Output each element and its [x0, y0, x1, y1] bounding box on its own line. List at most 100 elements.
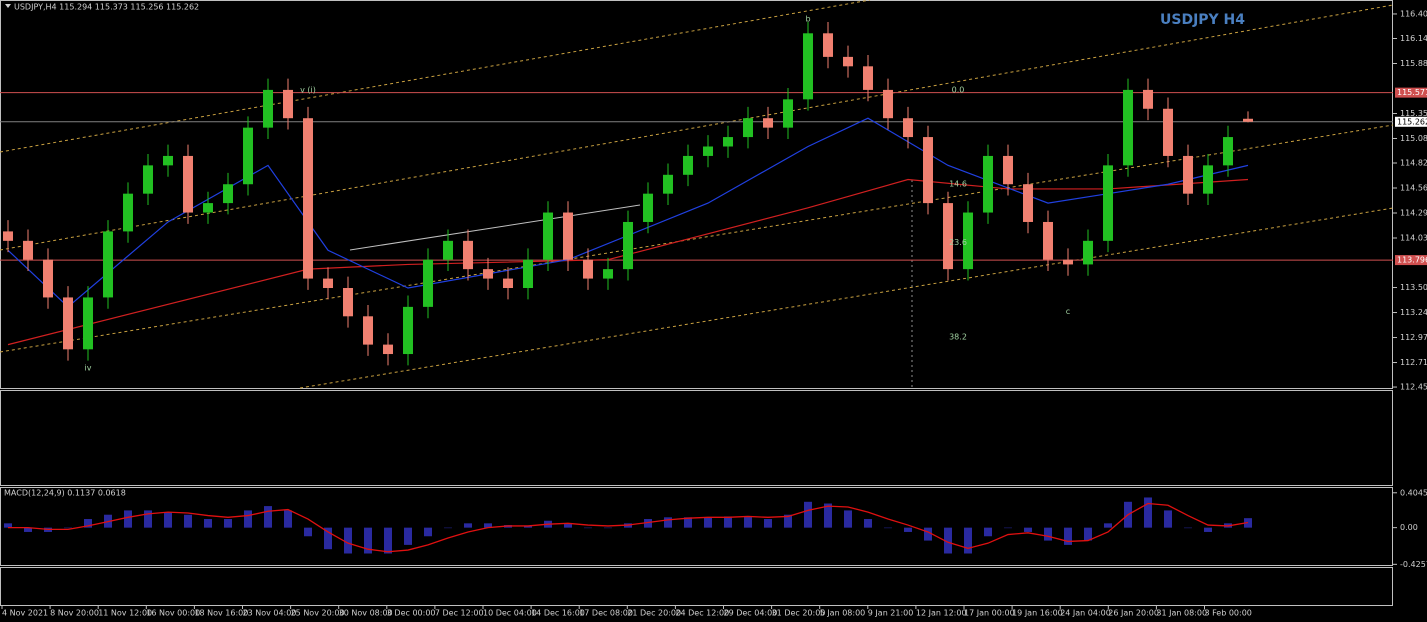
- macd-bar: [844, 510, 852, 528]
- menu-arrow[interactable]: [5, 4, 11, 8]
- candle-body: [103, 231, 113, 298]
- candle-body: [163, 155, 173, 166]
- macd-bar: [704, 517, 712, 528]
- candle-body: [223, 184, 233, 204]
- x-tick-label: 31 Jan 08:00: [1156, 609, 1207, 618]
- macd-bar: [1184, 527, 1192, 529]
- candle-body: [623, 221, 633, 270]
- level-label: 113.796: [1397, 256, 1427, 265]
- x-tick-label: 17 Jan 00:00: [964, 609, 1015, 618]
- macd-bar: [324, 527, 332, 550]
- macd-bar: [744, 516, 752, 528]
- macd-tick-label: 0.4045: [1400, 488, 1427, 497]
- x-tick-label: 24 Jan 04:00: [1060, 609, 1111, 618]
- macd-bar: [64, 527, 72, 529]
- y-tick-label: 113.240: [1400, 308, 1427, 317]
- candle-body: [843, 56, 853, 67]
- annotation: b: [805, 15, 810, 24]
- candle-body: [1163, 108, 1173, 156]
- macd-tick-label: 0.00: [1400, 523, 1418, 532]
- macd-tick-label: -0.4257: [1400, 560, 1427, 569]
- x-tick-label: 29 Dec 04:00: [724, 609, 778, 618]
- candle-body: [63, 297, 73, 350]
- x-tick-label: 10 Dec 04:00: [483, 609, 537, 618]
- macd-bar: [664, 517, 672, 528]
- candle-body: [463, 240, 473, 270]
- candle-body: [903, 118, 913, 138]
- candle-body: [883, 89, 893, 119]
- candle-body: [1023, 184, 1033, 222]
- macd-bar: [484, 523, 492, 528]
- x-tick-label: 17 Dec 08:00: [579, 609, 633, 618]
- chart-title: USDJPY H4: [1160, 12, 1245, 28]
- macd-bar: [1064, 527, 1072, 545]
- y-tick-label: 113.505: [1400, 283, 1427, 292]
- header: USDJPY,H4 115.294 115.373 115.256 115.26…: [14, 3, 199, 12]
- candle-body: [283, 89, 293, 119]
- candle-body: [1103, 165, 1113, 241]
- macd-bar: [524, 525, 532, 528]
- candle-body: [543, 212, 553, 260]
- macd-bar: [1104, 523, 1112, 528]
- moving-average: [7, 117, 1249, 308]
- macd-bar: [824, 503, 832, 528]
- candle-body: [263, 89, 273, 128]
- candle-body: [323, 278, 333, 289]
- annotation: 23.6: [949, 238, 967, 247]
- macd-bar: [964, 527, 972, 554]
- x-tick-label: 30 Nov 08:00: [339, 609, 393, 618]
- level-box: [1395, 116, 1427, 127]
- macd-bar: [184, 514, 192, 528]
- x-tick-label: 16 Nov 00:00: [146, 609, 200, 618]
- y-tick-label: 114.825: [1400, 159, 1427, 168]
- macd-bar: [404, 527, 412, 545]
- candle-body: [23, 240, 33, 260]
- candle-body: [683, 155, 693, 175]
- candle-body: [583, 259, 593, 279]
- x-tick-label: 3 Feb 00:00: [1205, 609, 1252, 618]
- x-tick-label: 4 Nov 2021: [2, 609, 48, 618]
- candle-body: [203, 203, 213, 213]
- candle-body: [3, 231, 13, 241]
- trend-line: [349, 204, 641, 251]
- candle-body: [1123, 89, 1133, 166]
- macd-bar: [904, 527, 912, 532]
- candle-body: [1243, 118, 1253, 122]
- macd-bar: [924, 527, 932, 541]
- x-tick-label: 25 Nov 20:00: [291, 609, 345, 618]
- y-tick-label: 114.295: [1400, 209, 1427, 218]
- macd-bar: [144, 510, 152, 528]
- level-label: 115.571: [1397, 88, 1427, 97]
- candle-body: [703, 146, 713, 156]
- candle-body: [243, 127, 253, 185]
- moving-average: [7, 178, 1249, 346]
- x-tick-label: 26 Jan 20:00: [1108, 609, 1159, 618]
- macd-bar: [444, 527, 452, 529]
- candle-body: [1183, 155, 1193, 194]
- macd-bar: [424, 527, 432, 537]
- candle-body: [1143, 89, 1153, 109]
- y-tick-label: 114.560: [1400, 184, 1427, 193]
- candle-body: [83, 297, 93, 350]
- candle-body: [863, 66, 873, 90]
- macd-bar: [4, 523, 12, 528]
- candle-body: [563, 212, 573, 260]
- macd-label: MACD(12,24,9) 0.1137 0.0618: [4, 489, 126, 498]
- level-box: [1395, 255, 1427, 266]
- x-tick-label: 11 Nov 12:00: [98, 609, 152, 618]
- empty-panel: [0, 390, 1393, 486]
- candle-body: [1083, 240, 1093, 265]
- candle-body: [1223, 137, 1233, 166]
- candle-body: [523, 259, 533, 289]
- x-tick-label: 18 Nov 16:00: [194, 609, 248, 618]
- candle-body: [383, 344, 393, 355]
- macd-bar: [244, 510, 252, 528]
- annotation: iv: [85, 364, 92, 373]
- candle-body: [183, 155, 193, 213]
- candle-body: [423, 259, 433, 307]
- macd-bar: [944, 527, 952, 554]
- macd-bar: [224, 519, 232, 528]
- x-tick-label: 23 Nov 04:00: [243, 609, 297, 618]
- macd-bar: [1004, 527, 1012, 529]
